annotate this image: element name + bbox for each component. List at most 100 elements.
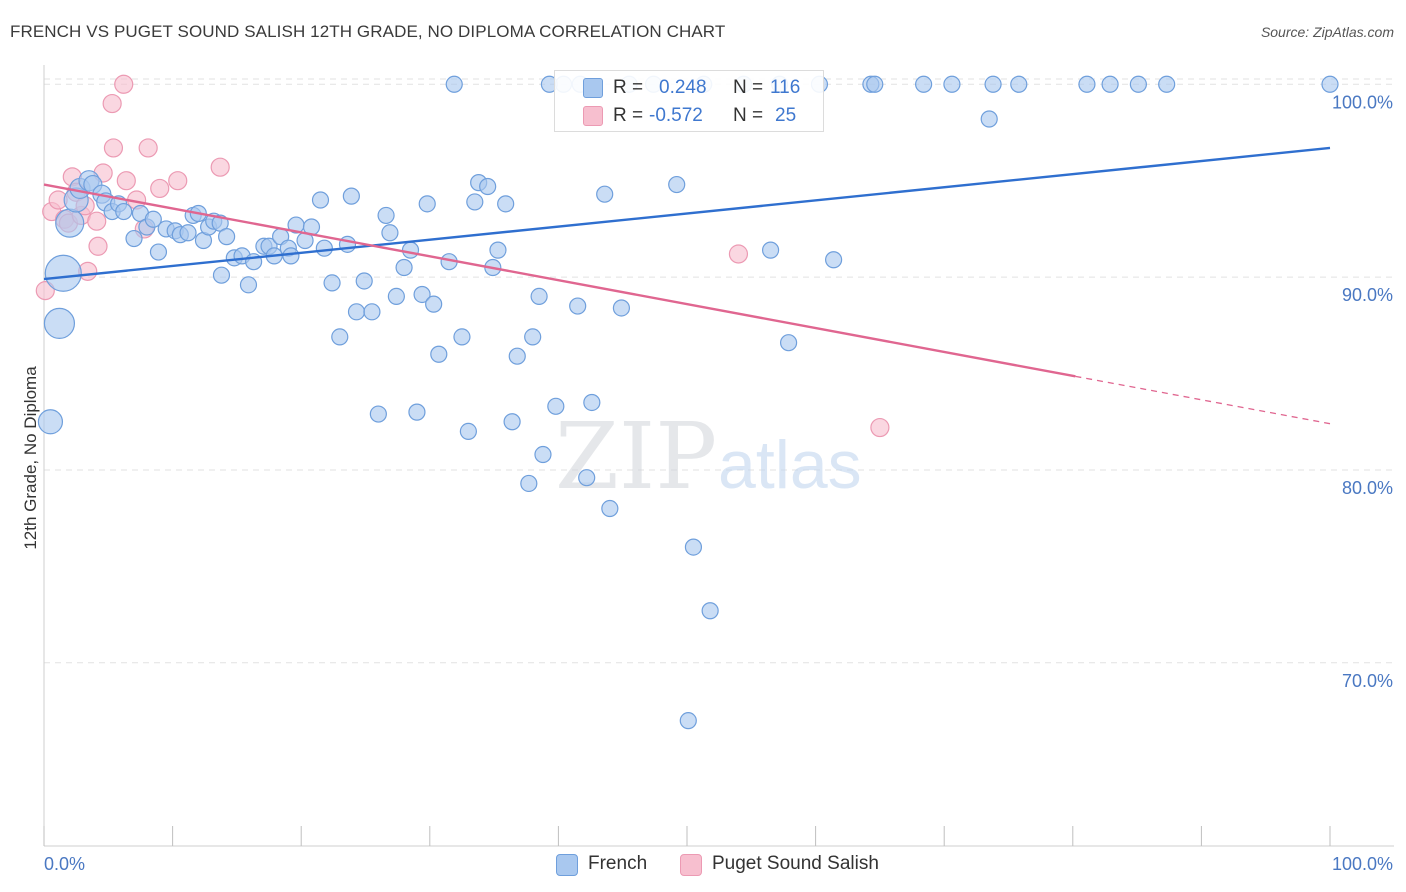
- trend-line-salish: [43, 183, 1076, 378]
- salish-point: [210, 157, 230, 177]
- french-point: [377, 206, 395, 225]
- salish-point: [102, 93, 122, 114]
- salish-point: [35, 281, 55, 301]
- legend-french-swatch-icon: [556, 854, 578, 876]
- french-point: [583, 393, 601, 412]
- french-point: [425, 295, 443, 313]
- french-point: [413, 285, 431, 304]
- french-point: [239, 276, 258, 294]
- french-point: [37, 409, 64, 435]
- french-point: [44, 254, 82, 292]
- french-point: [323, 274, 341, 292]
- french-point: [761, 241, 780, 259]
- salish-r-value: -0.572: [649, 105, 703, 126]
- french-point: [980, 110, 998, 128]
- french-point: [179, 224, 197, 242]
- french-point: [395, 258, 413, 277]
- legend-french-label: French: [588, 853, 648, 874]
- french-point: [218, 228, 236, 246]
- french-point: [311, 191, 330, 209]
- french-point: [445, 75, 463, 93]
- french-point: [524, 328, 542, 346]
- stats-row-french: R = 0.248 N = 116: [555, 73, 823, 101]
- salish-point: [114, 74, 134, 94]
- french-point: [212, 266, 231, 284]
- french-point: [520, 474, 538, 493]
- salish-point: [150, 178, 170, 199]
- french-point: [342, 187, 360, 205]
- french-point: [866, 75, 884, 93]
- salish-n-value: 25: [775, 105, 797, 126]
- french-point: [701, 602, 719, 620]
- french-point: [668, 175, 686, 194]
- chart-source: Source: ZipAtlas.com: [1260, 24, 1394, 40]
- salish-point: [87, 211, 107, 231]
- french-point: [601, 499, 619, 518]
- french-point: [149, 243, 168, 261]
- y-tick-label: 90.0%: [1342, 285, 1393, 305]
- french-point: [679, 712, 697, 730]
- chart-title: FRENCH VS PUGET SOUND SALISH 12TH GRADE,…: [10, 22, 726, 41]
- salish-n-label: N =: [733, 105, 764, 126]
- french-point: [401, 241, 420, 259]
- watermark-atlas: atlas: [718, 427, 862, 503]
- french-point: [825, 251, 843, 269]
- french-point: [1101, 75, 1119, 93]
- french-point: [489, 241, 507, 259]
- french-point: [115, 202, 133, 221]
- french-point: [387, 287, 405, 306]
- x-tick-label-min: 0.0%: [44, 854, 85, 874]
- french-point: [1158, 75, 1176, 93]
- french-point: [569, 297, 587, 315]
- legend: French Puget Sound Salish: [0, 852, 1406, 878]
- salish-point: [103, 138, 124, 158]
- french-point: [144, 210, 162, 228]
- french-point: [1078, 75, 1096, 93]
- salish-point: [728, 244, 749, 264]
- french-point: [479, 177, 497, 196]
- french-swatch-icon: [583, 78, 603, 98]
- french-point: [497, 195, 515, 213]
- french-point: [43, 307, 76, 340]
- trend-line-salish-extension: [1075, 375, 1331, 425]
- french-point: [1129, 75, 1147, 93]
- french-point: [1321, 75, 1339, 93]
- trend-line-french: [43, 146, 1331, 281]
- french-point: [578, 469, 596, 487]
- stats-box: R = 0.248 N = 116 R = -0.572 N = 25: [554, 70, 824, 132]
- french-point: [508, 347, 526, 365]
- french-point: [363, 303, 381, 321]
- french-point: [355, 272, 373, 290]
- french-point: [331, 328, 349, 346]
- french-point: [369, 405, 387, 423]
- stats-row-salish: R = -0.572 N = 25: [555, 101, 823, 129]
- french-point: [453, 328, 471, 346]
- grid-layer: 70.0% 80.0% 90.0% 100.0%: [44, 78, 1394, 691]
- watermark-zip: ZIP: [555, 403, 717, 510]
- french-point: [915, 75, 933, 93]
- french-point: [943, 75, 961, 93]
- french-points-layer: [37, 75, 1339, 730]
- french-n-value: 116: [770, 77, 801, 98]
- french-point: [612, 299, 631, 317]
- french-point: [596, 185, 614, 203]
- french-point: [779, 334, 798, 352]
- salish-point: [138, 138, 158, 158]
- salish-point: [88, 236, 108, 256]
- french-point: [282, 247, 300, 265]
- y-tick-label: 70.0%: [1342, 671, 1393, 691]
- french-r-value: 0.248: [659, 77, 707, 98]
- french-point: [684, 538, 703, 556]
- french-point: [466, 193, 484, 211]
- french-point: [125, 229, 143, 248]
- legend-salish-swatch-icon: [680, 854, 702, 876]
- french-point: [381, 224, 399, 242]
- french-r-label: R =: [613, 77, 644, 98]
- y-axis-label: 12th Grade, No Diploma: [21, 366, 40, 550]
- salish-point: [168, 171, 188, 191]
- legend-salish-label: Puget Sound Salish: [712, 853, 879, 874]
- french-point: [430, 345, 448, 363]
- trend-layer: [43, 146, 1331, 425]
- axis-layer: [43, 65, 1394, 847]
